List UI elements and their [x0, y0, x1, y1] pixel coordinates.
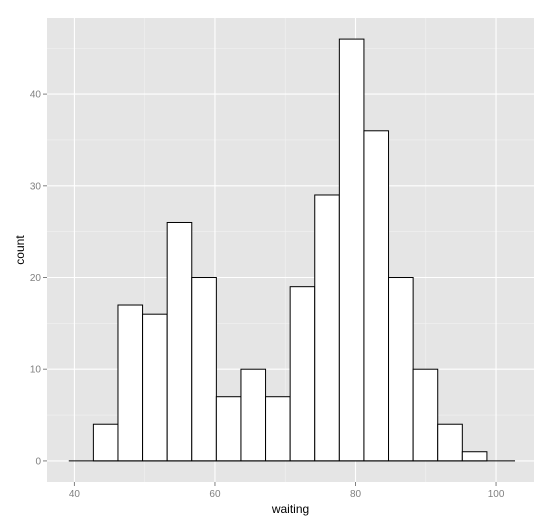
histogram-bar: [314, 194, 340, 462]
histogram-bar: [92, 423, 119, 462]
histogram-bar: [142, 313, 168, 462]
histogram-bar: [215, 396, 242, 462]
x-axis-title: waiting: [271, 502, 309, 516]
y-axis-ticks: 0 10 20 30 40: [30, 90, 47, 467]
histogram-bar: [166, 221, 193, 462]
y-tick-label: 40: [30, 90, 42, 101]
histogram-bar: [191, 277, 217, 462]
x-tick-label: 60: [209, 489, 221, 500]
histogram-bar: [117, 304, 144, 462]
y-tick-label: 10: [30, 365, 42, 376]
y-tick-label: 20: [30, 273, 42, 284]
x-axis-ticks: 40 60 80 100: [69, 482, 505, 500]
histogram-bar: [363, 130, 390, 462]
x-tick-label: 100: [488, 489, 505, 500]
histogram-bar: [265, 396, 291, 462]
histogram-bars: [92, 38, 488, 462]
histogram-bar: [437, 423, 463, 462]
y-tick-label: 30: [30, 181, 42, 192]
x-tick-label: 80: [350, 489, 362, 500]
histogram-bar: [412, 368, 439, 462]
histogram-bar: [388, 277, 414, 462]
histogram-bar: [240, 368, 267, 462]
y-tick-label: 0: [35, 456, 41, 467]
histogram-bar: [289, 286, 316, 462]
histogram-bar: [338, 38, 365, 462]
histogram-bar: [461, 451, 488, 462]
x-tick-label: 40: [69, 489, 81, 500]
y-axis-title: count: [13, 235, 27, 265]
